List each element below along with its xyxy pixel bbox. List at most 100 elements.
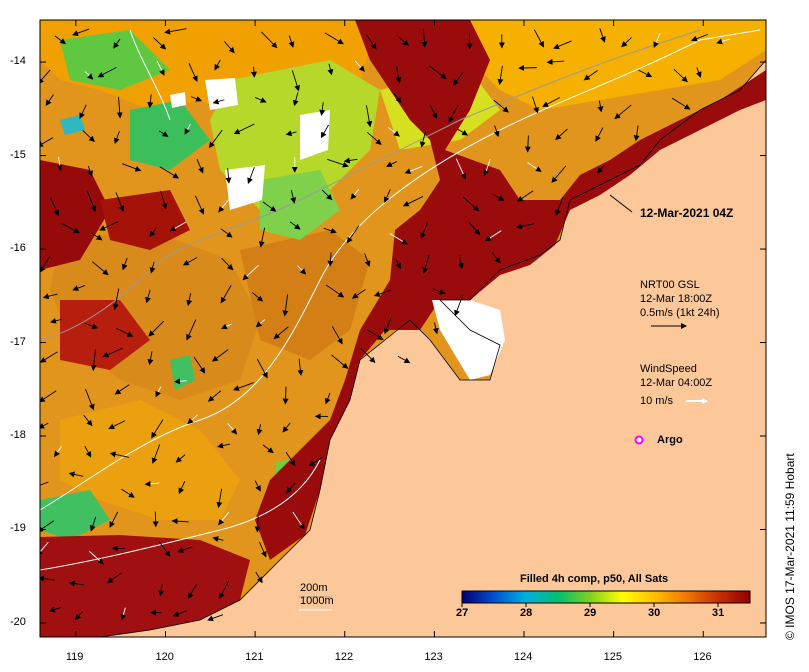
current-vector [258, 227, 266, 248]
current-vector [422, 255, 430, 274]
current-vector [331, 354, 349, 369]
current-vector [553, 40, 572, 50]
current-vector [282, 294, 289, 317]
current-vector [457, 128, 469, 136]
current-vector [122, 163, 142, 172]
no-data-gap [205, 78, 238, 110]
current-vector [351, 288, 366, 299]
wind-legend-scale: 10 m/s [640, 395, 674, 407]
colorbar-tick-label: 28 [520, 607, 533, 619]
current-vector [151, 419, 164, 439]
sst-warm-patch [470, 20, 766, 110]
current-vector [398, 36, 410, 46]
imos-credit: © IMOS 17-Mar-2021 11:59 Hobart [783, 453, 797, 640]
current-vector [397, 355, 411, 364]
current-vector [262, 444, 274, 454]
no-data-gap [300, 110, 330, 160]
current-vector [395, 258, 401, 270]
current-vector [91, 232, 103, 241]
current-vector [493, 125, 500, 138]
current-vector [493, 194, 505, 201]
colorbar-tick-label: 29 [584, 607, 597, 619]
current-vector [402, 196, 424, 207]
current-vector [429, 65, 447, 80]
current-vector [149, 227, 157, 238]
lat-tick-label: -18 [10, 429, 26, 441]
current-vector [220, 228, 233, 238]
colorbar-tick-label: 31 [712, 607, 725, 619]
current-vector [596, 165, 605, 174]
isobath-1000m [40, 459, 321, 571]
current-vector [220, 285, 232, 304]
current-vector [212, 98, 225, 105]
current-vector [187, 414, 198, 425]
current-vector [99, 221, 119, 231]
current-vector [178, 481, 186, 495]
current-vector [673, 68, 688, 83]
current-vector [308, 456, 323, 467]
current-vector [323, 227, 337, 234]
current-vector [87, 165, 93, 177]
current-vector [220, 323, 232, 330]
current-vector [148, 320, 165, 337]
current-vector [147, 94, 154, 109]
current-vector [254, 515, 261, 533]
current-vector [365, 105, 373, 128]
current-vector [177, 546, 193, 553]
current-vector [320, 124, 330, 139]
lon-tick-label: 125 [603, 651, 622, 663]
current-vector [551, 165, 567, 183]
colorbar-tick-label: 27 [456, 607, 469, 619]
current-vector [393, 92, 402, 104]
current-vector [42, 293, 58, 300]
current-vector [211, 349, 229, 362]
current-vector [40, 541, 49, 556]
current-vector [40, 481, 49, 486]
lon-tick-label: 122 [334, 651, 354, 663]
current-vector [152, 37, 167, 50]
current-vector [218, 198, 231, 213]
current-vector [716, 38, 730, 45]
current-vector [671, 97, 691, 110]
current-vector [288, 35, 295, 48]
current-vector [256, 358, 268, 379]
current-vector [454, 295, 464, 317]
current-vector [225, 168, 232, 184]
current-vector [597, 100, 604, 113]
current-vector [255, 319, 266, 328]
colorbar-title: Filled 4h comp, p50, All Sats [520, 573, 669, 585]
current-vector [116, 328, 134, 337]
sst-cool-patch [60, 115, 85, 135]
current-vector [68, 471, 84, 478]
current-vector [89, 551, 105, 565]
argo-marker-icon [634, 435, 644, 445]
current-legend-title: NRT00 GSL [640, 279, 700, 291]
current-vector [273, 326, 289, 340]
current-vector [468, 222, 481, 236]
current-vector [188, 63, 198, 82]
current-vector [366, 329, 384, 341]
current-vector [40, 575, 55, 582]
current-vector [85, 388, 95, 411]
current-vector [49, 606, 62, 613]
current-vector [90, 349, 97, 372]
current-vector [172, 610, 187, 617]
current-vector [527, 162, 542, 172]
current-vector [87, 191, 97, 213]
current-vector [327, 158, 349, 168]
lon-tick-label: 126 [693, 651, 712, 663]
current-vector [364, 253, 371, 267]
current-vector [121, 257, 128, 271]
current-vector [395, 66, 402, 84]
current-vector [429, 105, 438, 120]
current-vector [485, 230, 502, 242]
current-vector [595, 127, 604, 142]
current-vector [54, 445, 62, 458]
current-vector [327, 63, 334, 76]
current-vector [695, 67, 702, 78]
current-vector [282, 386, 289, 405]
current-vector [216, 488, 223, 509]
axis-ticks [40, 20, 766, 637]
current-vector [373, 289, 392, 297]
current-vector [74, 611, 83, 621]
